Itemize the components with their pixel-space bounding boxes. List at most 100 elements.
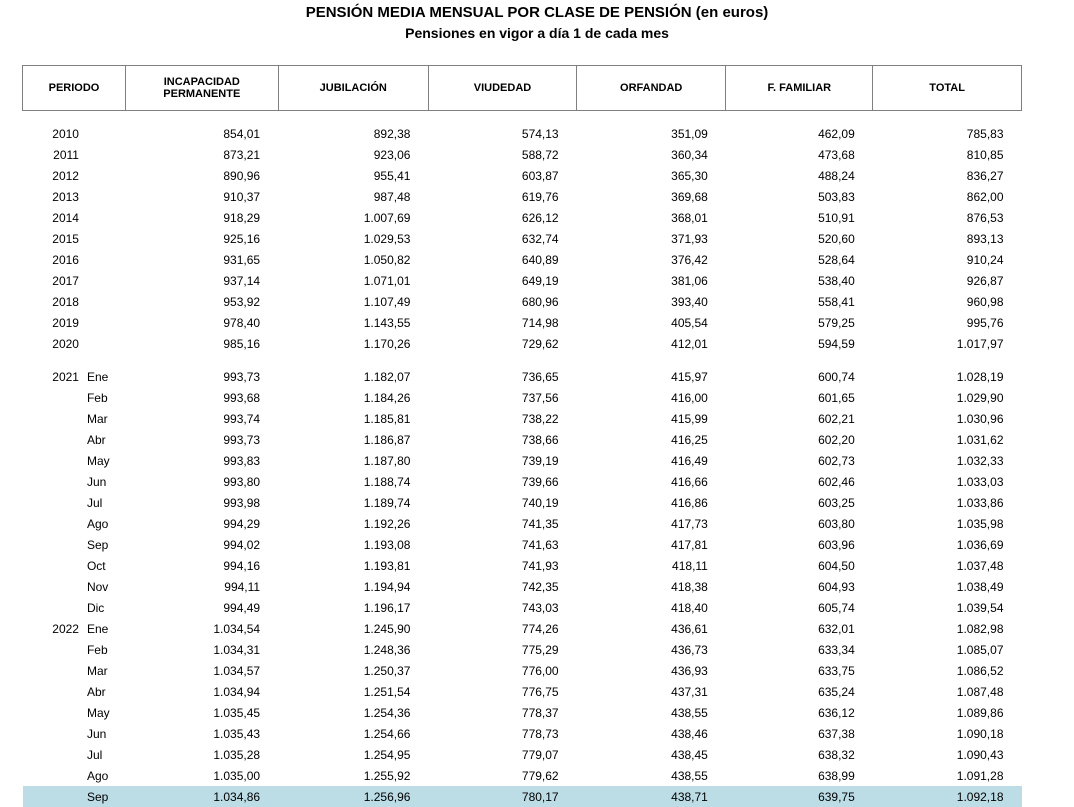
cell-month xyxy=(85,228,126,249)
cell-month xyxy=(85,291,126,312)
cell-year xyxy=(23,408,85,429)
cell-orfandad: 393,40 xyxy=(577,291,726,312)
cell-total: 876,53 xyxy=(873,207,1022,228)
cell-jubilacion: 1.007,69 xyxy=(278,207,428,228)
cell-viudedad: 736,65 xyxy=(428,366,576,387)
cell-year xyxy=(23,786,85,807)
cell-orfandad: 416,49 xyxy=(577,450,726,471)
cell-total: 836,27 xyxy=(873,165,1022,186)
page-title: PENSIÓN MEDIA MENSUAL POR CLASE DE PENSI… xyxy=(0,4,1074,21)
cell-total: 1.039,54 xyxy=(873,597,1022,618)
cell-orfandad: 368,01 xyxy=(577,207,726,228)
cell-jubilacion: 1.250,37 xyxy=(278,660,428,681)
cell-incapacidad: 1.035,00 xyxy=(126,765,279,786)
cell-month xyxy=(85,270,126,291)
cell-month: Sep xyxy=(85,786,126,807)
cell-jubilacion: 1.185,81 xyxy=(278,408,428,429)
cell-familiar: 558,41 xyxy=(726,291,873,312)
cell-month: Jul xyxy=(85,744,126,765)
cell-viudedad: 779,62 xyxy=(428,765,576,786)
cell-familiar: 473,68 xyxy=(726,144,873,165)
cell-month: Oct xyxy=(85,555,126,576)
cell-year xyxy=(23,702,85,723)
cell-month: Sep xyxy=(85,534,126,555)
cell-incapacidad: 910,37 xyxy=(126,186,279,207)
cell-month xyxy=(85,312,126,333)
table-row: 2022Ene1.034,541.245,90774,26436,61632,0… xyxy=(23,618,1022,639)
cell-orfandad: 369,68 xyxy=(577,186,726,207)
cell-jubilacion: 1.245,90 xyxy=(278,618,428,639)
cell-viudedad: 776,75 xyxy=(428,681,576,702)
cell-orfandad: 416,25 xyxy=(577,429,726,450)
table-row: May1.035,451.254,36778,37438,55636,121.0… xyxy=(23,702,1022,723)
cell-month: Feb xyxy=(85,387,126,408)
cell-orfandad: 418,40 xyxy=(577,597,726,618)
cell-incapacidad: 994,49 xyxy=(126,597,279,618)
table-row: Jul1.035,281.254,95779,07438,45638,321.0… xyxy=(23,744,1022,765)
cell-orfandad: 436,93 xyxy=(577,660,726,681)
cell-incapacidad: 1.035,28 xyxy=(126,744,279,765)
cell-month xyxy=(85,207,126,228)
table-row: 2013910,37987,48619,76369,68503,83862,00 xyxy=(23,186,1022,207)
cell-viudedad: 738,22 xyxy=(428,408,576,429)
cell-viudedad: 714,98 xyxy=(428,312,576,333)
cell-year: 2021 xyxy=(23,366,85,387)
cell-jubilacion: 1.192,26 xyxy=(278,513,428,534)
cell-incapacidad: 1.034,94 xyxy=(126,681,279,702)
cell-viudedad: 742,35 xyxy=(428,576,576,597)
cell-viudedad: 741,63 xyxy=(428,534,576,555)
table-row: May993,831.187,80739,19416,49602,731.032… xyxy=(23,450,1022,471)
cell-year xyxy=(23,765,85,786)
cell-orfandad: 415,97 xyxy=(577,366,726,387)
table-header: PERIODO INCAPACIDAD PERMANENTE JUBILACIÓ… xyxy=(23,66,1022,111)
cell-jubilacion: 1.107,49 xyxy=(278,291,428,312)
cell-total: 1.087,48 xyxy=(873,681,1022,702)
cell-familiar: 639,75 xyxy=(726,786,873,807)
cell-total: 1.029,90 xyxy=(873,387,1022,408)
cell-incapacidad: 993,73 xyxy=(126,366,279,387)
cell-year xyxy=(23,513,85,534)
cell-viudedad: 778,37 xyxy=(428,702,576,723)
cell-familiar: 605,74 xyxy=(726,597,873,618)
cell-year xyxy=(23,660,85,681)
spacer-row xyxy=(23,354,1022,366)
cell-total: 995,76 xyxy=(873,312,1022,333)
cell-month: Ene xyxy=(85,366,126,387)
table-row: 2016931,651.050,82640,89376,42528,64910,… xyxy=(23,249,1022,270)
cell-familiar: 603,96 xyxy=(726,534,873,555)
cell-orfandad: 418,11 xyxy=(577,555,726,576)
cell-month: Jun xyxy=(85,471,126,492)
cell-year xyxy=(23,387,85,408)
cell-month: Mar xyxy=(85,660,126,681)
cell-year xyxy=(23,429,85,450)
cell-incapacidad: 993,98 xyxy=(126,492,279,513)
cell-month: Abr xyxy=(85,681,126,702)
cell-incapacidad: 978,40 xyxy=(126,312,279,333)
table-row: Nov994,111.194,94742,35418,38604,931.038… xyxy=(23,576,1022,597)
cell-incapacidad: 993,74 xyxy=(126,408,279,429)
cell-orfandad: 365,30 xyxy=(577,165,726,186)
cell-total: 1.091,28 xyxy=(873,765,1022,786)
cell-jubilacion: 1.254,95 xyxy=(278,744,428,765)
cell-familiar: 635,24 xyxy=(726,681,873,702)
cell-incapacidad: 937,14 xyxy=(126,270,279,291)
cell-year: 2015 xyxy=(23,228,85,249)
cell-jubilacion: 1.248,36 xyxy=(278,639,428,660)
cell-incapacidad: 993,73 xyxy=(126,429,279,450)
cell-viudedad: 740,19 xyxy=(428,492,576,513)
cell-jubilacion: 1.187,80 xyxy=(278,450,428,471)
cell-viudedad: 680,96 xyxy=(428,291,576,312)
cell-jubilacion: 1.193,08 xyxy=(278,534,428,555)
table-row: 2015925,161.029,53632,74371,93520,60893,… xyxy=(23,228,1022,249)
cell-viudedad: 775,29 xyxy=(428,639,576,660)
cell-jubilacion: 1.251,54 xyxy=(278,681,428,702)
cell-viudedad: 741,93 xyxy=(428,555,576,576)
cell-year: 2011 xyxy=(23,144,85,165)
cell-orfandad: 416,00 xyxy=(577,387,726,408)
cell-orfandad: 360,34 xyxy=(577,144,726,165)
cell-orfandad: 376,42 xyxy=(577,249,726,270)
cell-total: 1.033,86 xyxy=(873,492,1022,513)
cell-viudedad: 741,35 xyxy=(428,513,576,534)
cell-orfandad: 416,86 xyxy=(577,492,726,513)
cell-viudedad: 632,74 xyxy=(428,228,576,249)
